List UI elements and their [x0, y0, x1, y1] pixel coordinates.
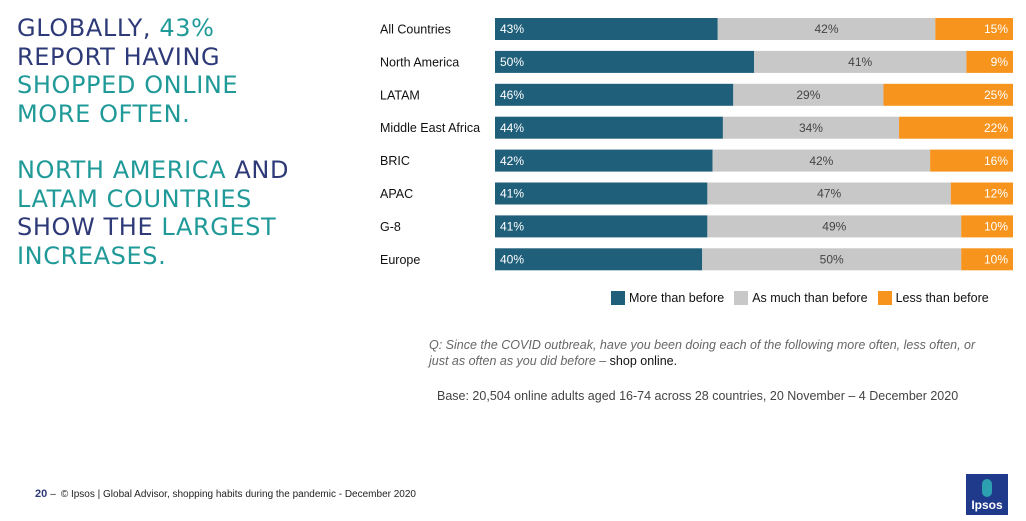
data-label: 22%	[984, 121, 1008, 135]
data-label: 16%	[984, 154, 1008, 168]
category-label: North America	[380, 55, 459, 69]
data-label: 41%	[500, 187, 524, 201]
data-label: 29%	[796, 88, 820, 102]
data-label: 42%	[500, 154, 524, 168]
bar-segment	[702, 248, 962, 271]
legend-swatch-same	[734, 291, 749, 305]
category-label: Europe	[380, 253, 420, 267]
category-label: All Countries	[380, 23, 451, 37]
headline-highlight: NORTH AMERICA	[17, 156, 227, 184]
survey-question: Q: Since the COVID outbreak, have you be…	[429, 337, 984, 369]
data-label: 50%	[820, 253, 844, 267]
headline-highlight: SHOPPED ONLINE	[17, 71, 239, 99]
headline-highlight: 43%	[159, 14, 215, 42]
headline-text: GLOBALLY,	[17, 14, 160, 42]
page-dash: –	[50, 488, 56, 500]
survey-question-topic: shop online.	[609, 354, 678, 368]
legend-label-more: More than before	[629, 291, 725, 305]
data-label: 43%	[500, 22, 524, 36]
data-label: 44%	[500, 121, 524, 135]
headline-highlight: LARGEST	[153, 213, 277, 241]
data-label: 15%	[984, 22, 1008, 36]
logo-mark-icon	[982, 479, 992, 497]
bar-segment	[722, 116, 900, 139]
headline-highlight: INCREASES.	[17, 241, 167, 270]
headline-highlight: MORE OFTEN.	[17, 99, 191, 128]
bar-segment	[935, 18, 1013, 40]
bar-segment	[717, 18, 936, 40]
bar-segment	[899, 116, 1013, 139]
legend-swatch-less	[877, 291, 892, 305]
legend-label-same: As much than before	[752, 291, 868, 305]
data-label: 46%	[500, 88, 524, 102]
data-label: 10%	[984, 220, 1008, 234]
ipsos-logo: Ipsos	[966, 474, 1008, 515]
bar-segment	[495, 116, 723, 139]
headline-text: AND	[226, 156, 290, 184]
bar-segment	[707, 215, 962, 238]
footer: 20 – © Ipsos | Global Advisor, shopping …	[35, 488, 416, 500]
data-label: 9%	[991, 55, 1009, 69]
bar-segment	[961, 215, 1013, 238]
data-label: 42%	[815, 22, 839, 36]
data-label: 50%	[500, 55, 524, 69]
stacked-bar-chart: All Countries 43% 42% 15% North America 50% 41…	[380, 18, 1013, 271]
legend-label-less: Less than before	[895, 291, 989, 305]
bar-segment	[707, 182, 951, 205]
data-label: 34%	[799, 121, 823, 135]
bar-segment	[495, 182, 708, 205]
bar-segment	[883, 83, 1013, 106]
category-label: BRIC	[380, 154, 410, 168]
survey-question-text: Q: Since the COVID outbreak, have you be…	[429, 338, 976, 368]
legend-item-less: Less than before	[877, 291, 989, 305]
bar-segment	[495, 215, 708, 238]
headline-paragraph-1: GLOBALLY, 43% REPORT HAVING SHOPPED ONLI…	[17, 14, 347, 128]
category-label: G-8	[380, 220, 401, 234]
data-label: 47%	[817, 187, 841, 201]
legend-item-more: More than before	[611, 291, 724, 305]
bar-segment	[930, 149, 1013, 172]
data-label: 41%	[500, 220, 524, 234]
bar-segment	[961, 248, 1013, 271]
chart-legend: More than before As much than before Les…	[611, 291, 989, 305]
page-number: 20	[35, 488, 48, 500]
bar-segment	[950, 182, 1013, 205]
category-label: LATAM	[380, 88, 420, 102]
legend-swatch-more	[611, 291, 625, 305]
bar-segment	[495, 149, 713, 172]
data-label: 41%	[848, 55, 872, 69]
data-label: 42%	[809, 154, 833, 168]
bar-segment	[495, 83, 734, 106]
legend-item-same: As much than before	[734, 291, 868, 305]
headline: GLOBALLY, 43% REPORT HAVING SHOPPED ONLI…	[17, 14, 347, 270]
bar-segment	[495, 50, 754, 73]
data-label: 49%	[822, 220, 846, 234]
bar-segment	[495, 248, 703, 271]
headline-text: REPORT HAVING	[17, 42, 221, 71]
headline-paragraph-2: NORTH AMERICA AND LATAM COUNTRIES SHOW T…	[17, 156, 347, 270]
category-label: APAC	[380, 187, 413, 201]
bar-segment	[754, 50, 967, 73]
category-label: Middle East Africa	[380, 121, 480, 135]
data-label: 12%	[984, 187, 1008, 201]
bar-segment	[733, 83, 884, 106]
bar-segment	[966, 50, 1013, 73]
data-label: 10%	[984, 253, 1008, 267]
logo-text: Ipsos	[971, 498, 1003, 512]
headline-highlight: LATAM COUNTRIES	[17, 184, 253, 213]
bar-segment	[712, 149, 931, 172]
footer-text: © Ipsos | Global Advisor, shopping habit…	[60, 488, 416, 500]
headline-text: SHOW THE	[17, 213, 154, 241]
data-label: 25%	[984, 88, 1008, 102]
survey-base-note: Base: 20,504 online adults aged 16-74 ac…	[437, 389, 959, 403]
data-label: 40%	[500, 253, 524, 267]
bar-segment	[495, 18, 718, 40]
